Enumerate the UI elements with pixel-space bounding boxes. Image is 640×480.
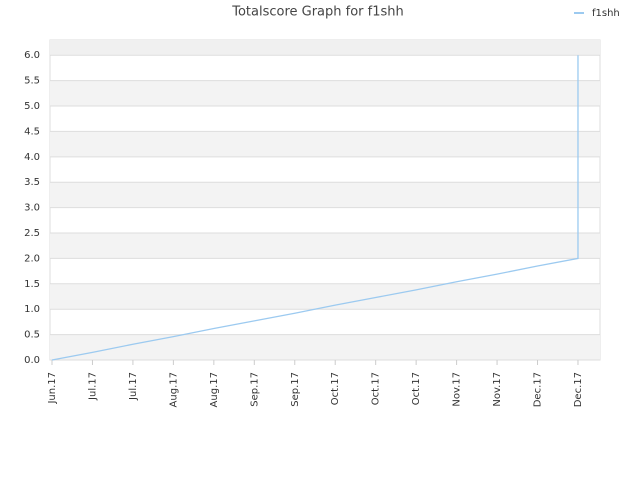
y-tick-label: 3.0 [24, 203, 40, 214]
x-tick-label: Sep.17 [290, 372, 301, 407]
y-tick-label: 5.5 [24, 76, 40, 87]
grid-band [50, 131, 600, 157]
x-tick-label: Dec.17 [533, 372, 544, 407]
x-tick-label: Oct.17 [411, 372, 422, 405]
y-tick-label: 2.5 [24, 228, 40, 239]
y-tick-label: 3.5 [24, 177, 40, 188]
grid-band [50, 40, 600, 56]
y-tick-label: 5.0 [24, 101, 40, 112]
x-tick-label: Aug.17 [209, 372, 220, 407]
x-tick-label: Jun.17 [47, 372, 58, 405]
grid-band [50, 233, 600, 259]
legend-label: f1shh [592, 8, 620, 19]
x-tick-label: Jul.17 [87, 372, 98, 401]
y-tick-label: 4.0 [24, 152, 40, 163]
y-tick-label: 2.0 [24, 253, 40, 264]
x-tick-label: Oct.17 [371, 372, 382, 405]
x-tick-label: Nov.17 [452, 372, 463, 407]
x-tick-label: Oct.17 [330, 372, 341, 405]
y-tick-label: 6.0 [24, 50, 40, 61]
y-tick-label: 0.5 [24, 330, 40, 341]
grid-band [50, 182, 600, 208]
chart-title: Totalscore Graph for f1shh [231, 5, 404, 20]
x-tick-label: Jul.17 [128, 372, 139, 401]
x-tick-label: Sep.17 [249, 372, 260, 407]
data-line [51, 55, 579, 361]
x-tick-label: Dec.17 [573, 372, 584, 407]
y-tick-label: 4.5 [24, 126, 40, 137]
y-tick-label: 0.0 [24, 355, 40, 366]
y-tick-label: 1.0 [24, 304, 40, 315]
y-tick-label: 1.5 [24, 279, 40, 290]
grid-band [50, 80, 600, 107]
grid-band [50, 283, 600, 310]
x-tick-label: Nov.17 [492, 372, 503, 407]
grid-band [50, 334, 600, 360]
x-tick-label: Aug.17 [168, 372, 179, 407]
